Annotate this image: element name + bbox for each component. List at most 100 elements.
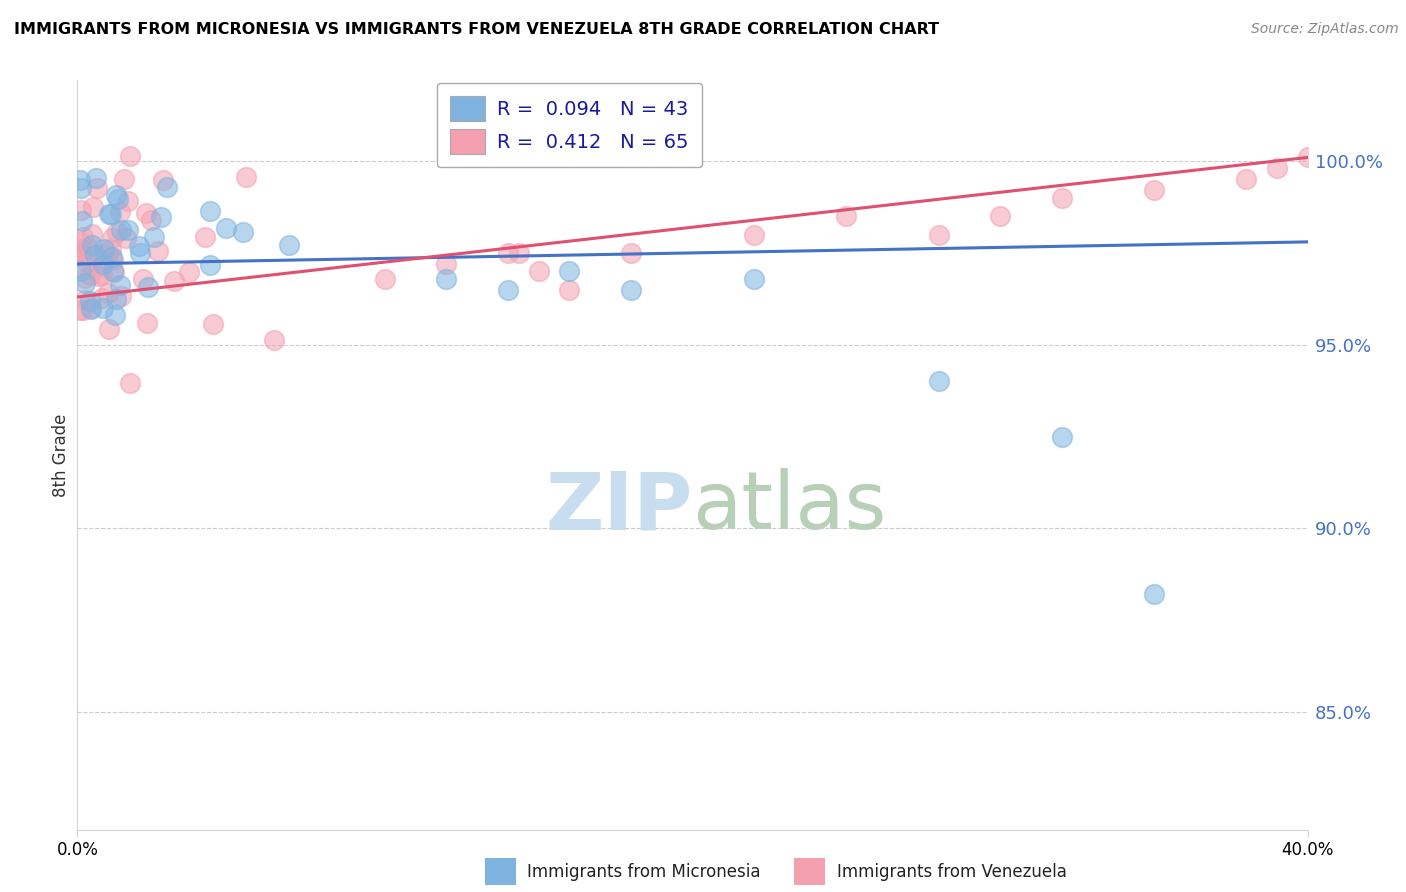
Point	[90, 259, 112, 273]
Point	[69, 247, 91, 261]
Point	[104, 188, 127, 202]
Point	[75, 293, 97, 308]
Point	[70, 213, 93, 227]
Point	[104, 309, 127, 323]
Point	[374, 271, 396, 285]
Point	[93, 243, 115, 257]
Text: Immigrants from Venezuela: Immigrants from Venezuela	[837, 863, 1066, 881]
Point	[1050, 191, 1073, 205]
Point	[86, 180, 108, 194]
Point	[132, 272, 155, 286]
Point	[146, 244, 169, 259]
Point	[97, 322, 120, 336]
Point	[100, 207, 122, 221]
Point	[76, 254, 98, 268]
Point	[198, 203, 221, 218]
Point	[128, 239, 150, 253]
Point	[928, 375, 950, 389]
Point	[110, 289, 132, 303]
Point	[928, 227, 950, 242]
Point	[214, 221, 236, 235]
Point	[100, 242, 122, 256]
Point	[156, 180, 179, 194]
Point	[129, 246, 152, 260]
Point	[620, 246, 643, 260]
Point	[72, 302, 94, 317]
Point	[118, 149, 141, 163]
Point	[75, 277, 97, 291]
Point	[70, 203, 93, 218]
Point	[235, 169, 257, 184]
Point	[163, 274, 186, 288]
Point	[263, 334, 285, 348]
Point	[135, 205, 157, 219]
Point	[141, 213, 163, 227]
Point	[105, 225, 128, 239]
Point	[69, 303, 91, 318]
Point	[80, 237, 103, 252]
Point	[558, 283, 581, 297]
Point	[70, 264, 93, 278]
Point	[103, 264, 125, 278]
Point	[194, 230, 217, 244]
Point	[69, 242, 91, 256]
Legend: R =  0.094   N = 43, R =  0.412   N = 65: R = 0.094 N = 43, R = 0.412 N = 65	[437, 82, 702, 168]
Point	[101, 250, 124, 264]
Point	[202, 317, 225, 331]
Point	[72, 230, 94, 244]
Point	[110, 223, 132, 237]
Point	[108, 204, 131, 219]
Point	[527, 264, 550, 278]
Point	[138, 280, 160, 294]
Point	[75, 270, 97, 285]
Point	[69, 173, 91, 187]
Point	[87, 247, 110, 261]
Text: Immigrants from Micronesia: Immigrants from Micronesia	[527, 863, 761, 881]
Point	[496, 283, 519, 297]
Point	[82, 200, 104, 214]
Point	[97, 248, 120, 262]
Point	[90, 268, 112, 282]
Point	[108, 278, 131, 293]
Point	[69, 235, 91, 249]
Point	[117, 222, 139, 236]
Point	[620, 283, 643, 297]
Point	[496, 246, 519, 260]
Point	[114, 231, 136, 245]
Point	[91, 301, 114, 315]
Point	[97, 286, 120, 301]
Point	[1265, 161, 1288, 176]
Point	[152, 173, 174, 187]
Point	[107, 192, 129, 206]
Point	[1143, 184, 1166, 198]
Point	[143, 230, 166, 244]
Point	[84, 171, 107, 186]
Point	[200, 258, 222, 272]
Point	[91, 257, 114, 271]
Point	[76, 241, 98, 255]
Point	[101, 230, 124, 244]
Point	[1143, 587, 1166, 601]
Point	[104, 292, 127, 306]
Text: Source: ZipAtlas.com: Source: ZipAtlas.com	[1251, 22, 1399, 37]
Point	[117, 194, 139, 209]
Point	[1296, 150, 1319, 164]
Point	[1050, 429, 1073, 443]
Point	[103, 265, 125, 279]
Point	[91, 292, 114, 306]
Point	[277, 238, 299, 252]
Point	[232, 226, 254, 240]
Point	[742, 227, 765, 242]
Point	[1234, 172, 1257, 186]
Point	[136, 316, 159, 330]
Point	[436, 271, 458, 285]
Point	[89, 268, 111, 283]
Point	[98, 207, 121, 221]
Point	[79, 302, 101, 317]
Point	[101, 253, 124, 268]
Point	[79, 301, 101, 315]
Point	[988, 209, 1011, 223]
Point	[508, 245, 530, 260]
Text: IMMIGRANTS FROM MICRONESIA VS IMMIGRANTS FROM VENEZUELA 8TH GRADE CORRELATION CH: IMMIGRANTS FROM MICRONESIA VS IMMIGRANTS…	[14, 22, 939, 37]
Point	[70, 250, 93, 264]
